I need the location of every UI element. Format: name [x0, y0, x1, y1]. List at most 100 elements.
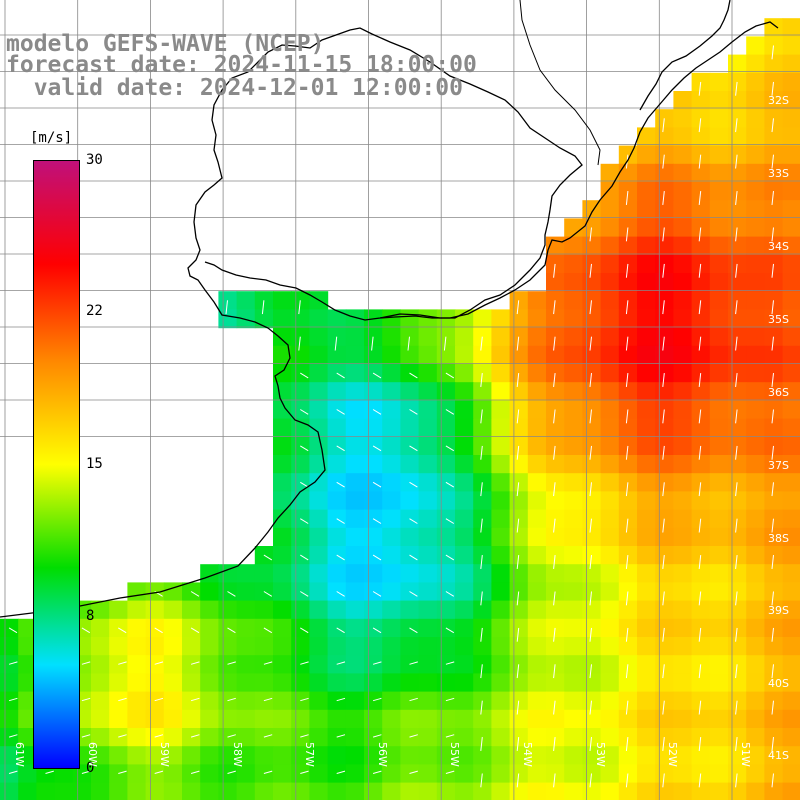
speed-cell [600, 382, 620, 401]
speed-cell [782, 600, 800, 620]
speed-cell [782, 163, 800, 183]
speed-cell [600, 291, 620, 310]
speed-cell [436, 709, 456, 729]
wind-arrow [190, 661, 200, 665]
speed-cell [236, 291, 256, 310]
speed-cell [91, 764, 110, 784]
speed-cell [691, 273, 711, 292]
speed-cell [273, 546, 292, 565]
speed-cell [546, 418, 565, 438]
speed-cell [527, 473, 547, 492]
speed-cell [491, 728, 511, 747]
speed-cell [582, 273, 602, 292]
speed-cell [345, 709, 365, 729]
speed-cell [18, 764, 37, 784]
speed-cell [327, 527, 347, 547]
speed-cell [491, 473, 511, 492]
speed-cell [382, 418, 401, 438]
speed-cell [436, 345, 456, 365]
speed-cell [254, 709, 274, 729]
wind-arrow [118, 697, 127, 702]
speed-cell [91, 637, 110, 656]
speed-cell [746, 637, 765, 656]
wind-arrow [662, 591, 665, 606]
speed-cell [582, 782, 602, 800]
wind-arrow [589, 300, 592, 315]
wind-arrow [480, 700, 483, 715]
speed-cell [600, 273, 620, 292]
speed-cell [782, 109, 800, 128]
wind-arrow [300, 372, 309, 379]
wind-arrow [409, 661, 418, 665]
speed-cell [254, 673, 274, 693]
speed-cell [364, 527, 383, 547]
longitude-label: 57W [303, 742, 316, 767]
speed-cell [273, 582, 292, 602]
wind-arrow [336, 591, 345, 597]
speed-cell [400, 309, 420, 329]
speed-cell [618, 782, 638, 800]
speed-cell [600, 527, 620, 547]
speed-cell [746, 163, 765, 183]
speed-cell [273, 509, 292, 529]
speed-cell [637, 655, 656, 674]
speed-cell [327, 309, 347, 329]
speed-cell [564, 273, 583, 292]
speed-cell [491, 618, 511, 638]
speed-cell [582, 418, 602, 438]
speed-cell [709, 163, 729, 183]
wind-arrow [300, 409, 309, 415]
speed-cell [527, 637, 547, 656]
speed-cell [455, 473, 474, 492]
speed-cell [600, 709, 620, 729]
speed-cell [673, 564, 693, 583]
speed-cell [673, 345, 693, 365]
speed-cell [291, 637, 310, 656]
speed-cell [291, 673, 310, 693]
speed-cell [36, 782, 56, 800]
wind-arrow [771, 482, 774, 497]
speed-cell [382, 309, 401, 329]
speed-cell [782, 728, 800, 747]
wind-arrow [771, 627, 774, 642]
wind-arrow [118, 770, 127, 774]
speed-cell [709, 109, 729, 128]
speed-cell [709, 400, 729, 420]
speed-cell [309, 345, 329, 365]
speed-cell [655, 200, 674, 219]
speed-cell [491, 691, 511, 711]
wind-arrow [735, 300, 738, 315]
speed-cell [163, 600, 183, 620]
speed-cell [382, 455, 401, 474]
speed-cell [163, 746, 183, 765]
wind-arrow [698, 773, 702, 788]
speed-cell [673, 527, 693, 547]
speed-cell [746, 564, 765, 583]
speed-cell [0, 709, 19, 729]
speed-cell [655, 491, 674, 511]
valid-date: valid date: 2024-12-01 12:00:00 [6, 75, 463, 101]
speed-cell [600, 418, 620, 438]
longitude-label: 56W [376, 742, 389, 767]
speed-cell [637, 218, 656, 238]
wind-arrow [336, 770, 346, 774]
wind-arrow [516, 737, 520, 751]
speed-cell [309, 709, 329, 729]
speed-cell [200, 582, 219, 602]
speed-cell [273, 728, 292, 747]
speed-cell [527, 291, 547, 310]
latitude-label: 39S [768, 604, 789, 617]
speed-cell [673, 91, 693, 110]
speed-cell [200, 746, 219, 765]
speed-cell [746, 400, 765, 420]
speed-cell [782, 200, 800, 219]
speed-cell [163, 709, 183, 729]
speed-cell [491, 418, 511, 438]
wind-arrow [662, 445, 665, 460]
speed-cell [637, 546, 656, 565]
speed-cell [637, 637, 656, 656]
speed-cell [345, 382, 365, 401]
speed-cell [618, 455, 638, 474]
wind-arrow [553, 336, 556, 351]
wind-arrow [480, 737, 483, 751]
